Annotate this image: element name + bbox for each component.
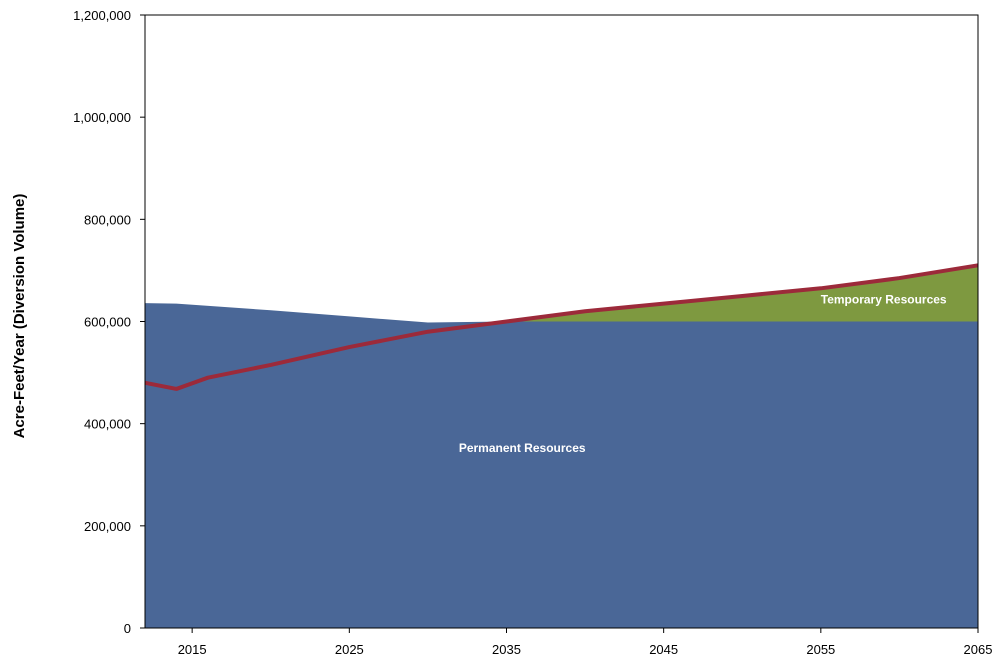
y-tick-label: 1,000,000	[73, 110, 131, 125]
x-tick-label: 2045	[649, 642, 678, 657]
x-tick-label: 2015	[178, 642, 207, 657]
y-tick-label: 800,000	[84, 212, 131, 227]
y-axis-ticks: 0 200,000 400,000 600,000 800,000 1,000,000 1,…	[73, 8, 145, 636]
x-axis-ticks: 2015 2025 2035 2045 2055 2065	[178, 628, 993, 657]
area-permanent-resources	[145, 303, 978, 628]
area-annotations: Permanent Resources Temporary Resources	[459, 293, 947, 455]
label-permanent-resources: Permanent Resources	[459, 441, 586, 455]
y-tick-label: 0	[124, 621, 131, 636]
label-temporary-resources: Temporary Resources	[821, 293, 947, 307]
y-tick-label: 1,200,000	[73, 8, 131, 23]
areas-group	[145, 265, 978, 628]
x-tick-label: 2025	[335, 642, 364, 657]
y-axis-title: Acre-Feet/Year (Diversion Volume)	[11, 194, 28, 439]
x-tick-label: 2055	[806, 642, 835, 657]
y-tick-label: 600,000	[84, 315, 131, 330]
lines-group	[144, 263, 979, 391]
y-tick-label: 200,000	[84, 519, 131, 534]
demand-line	[144, 263, 979, 391]
area-temporary-resources	[145, 265, 978, 323]
x-tick-label: 2035	[492, 642, 521, 657]
x-tick-label: 2065	[964, 642, 993, 657]
y-tick-label: 400,000	[84, 417, 131, 432]
